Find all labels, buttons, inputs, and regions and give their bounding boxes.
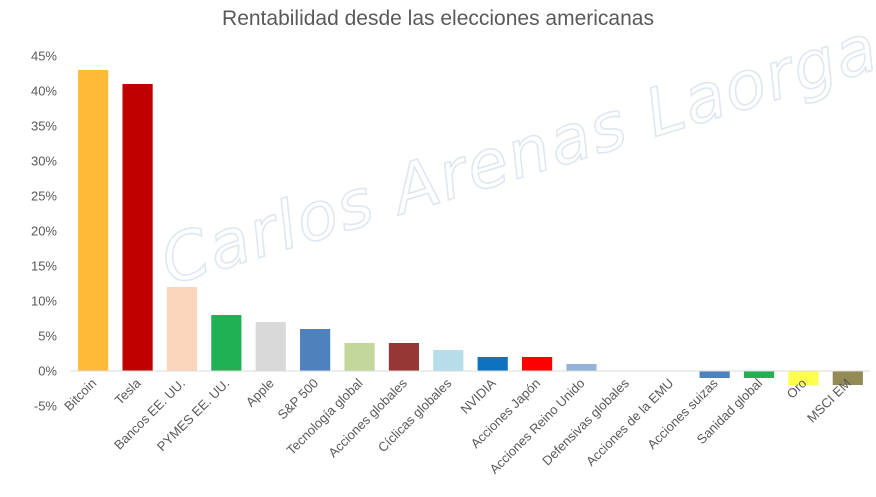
bar — [344, 343, 375, 371]
y-tick-label: 15% — [31, 259, 57, 274]
y-tick-label: -5% — [34, 399, 58, 414]
bar — [122, 84, 153, 371]
bar — [255, 322, 286, 371]
y-tick-label: 5% — [38, 329, 57, 344]
watermark: Carlos Arenas Laorga — [151, 8, 876, 301]
bars-group — [78, 70, 863, 385]
chart-title: Rentabilidad desde las elecciones americ… — [222, 7, 654, 30]
bar — [832, 371, 863, 385]
watermark-text: Carlos Arenas Laorga — [152, 9, 876, 301]
x-tick-label: Bitcoin — [61, 376, 99, 414]
y-tick-label: 35% — [31, 119, 57, 134]
y-tick-label: 45% — [31, 49, 57, 64]
x-tick-label: Acciones globales — [325, 375, 410, 460]
y-tick-label: 40% — [31, 84, 57, 99]
bar — [743, 371, 775, 378]
y-tick-label: 25% — [31, 189, 57, 204]
x-tick-label: Tecnología global — [283, 375, 365, 457]
bar — [211, 315, 242, 371]
x-tick-label: Apple — [243, 376, 277, 410]
bar — [166, 287, 198, 371]
y-tick-label: 20% — [31, 224, 57, 239]
y-tick-label: 10% — [31, 294, 57, 309]
bar — [699, 371, 730, 378]
x-tick-label: Tesla — [112, 375, 145, 408]
bar — [521, 357, 553, 371]
bar — [433, 350, 464, 371]
bar — [566, 364, 597, 371]
bar — [788, 371, 819, 385]
bar — [477, 357, 508, 371]
x-tick-label: NVIDIA — [458, 375, 499, 416]
bar — [300, 329, 331, 371]
bar — [388, 343, 420, 371]
y-tick-label: 30% — [31, 154, 57, 169]
y-tick-label: 0% — [38, 364, 57, 379]
bar — [78, 70, 109, 371]
